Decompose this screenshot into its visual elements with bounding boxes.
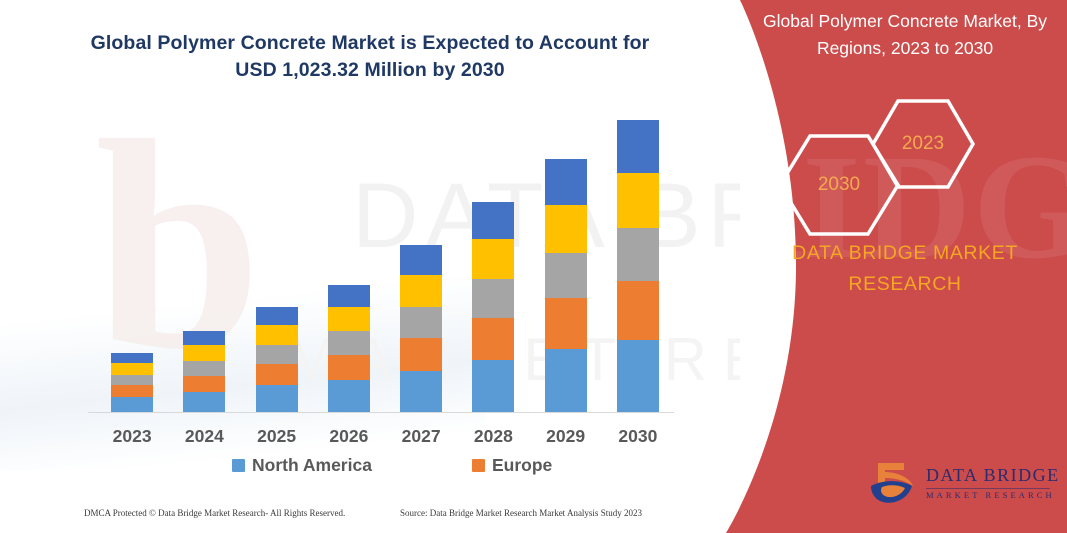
x-axis-label-2027: 2027 — [401, 426, 441, 446]
bar-2028 — [472, 201, 515, 412]
x-axis-label-2029: 2029 — [546, 426, 586, 446]
bar-segment-2029-europe — [544, 298, 587, 350]
bar-segment-2028-series-5 — [472, 201, 515, 239]
hexagon-2030-shape — [777, 134, 901, 236]
panel-brand-line-1: DATA BRIDGE MARKET — [792, 242, 1018, 264]
bar-segment-2026-north-america — [327, 380, 370, 412]
bar-2029 — [544, 159, 587, 412]
panel-content: RIDGE Global Polymer Concrete Market, By… — [692, 0, 1067, 533]
bar-segment-2023-series-3 — [111, 374, 154, 386]
panel-title: Global Polymer Concrete Market, By Regio… — [755, 8, 1055, 62]
x-axis-label-2025: 2025 — [257, 426, 297, 446]
legend-label: Europe — [492, 455, 553, 475]
bar-segment-2023-series-4 — [111, 363, 154, 375]
chart-title-line-2: USD 1,023.32 Million by 2030 — [235, 59, 505, 81]
bar-segment-2030-series-3 — [616, 228, 659, 282]
x-axis-labels: 2023 2024 2025 2026 2027 2028 2029 2030 — [96, 426, 674, 452]
legend-swatch-icon — [472, 459, 485, 472]
bar-series-group — [96, 120, 674, 412]
bar-segment-2027-series-5 — [400, 245, 443, 276]
x-axis-label-2026: 2026 — [329, 426, 369, 446]
legend-item-north-america: North America — [232, 455, 372, 476]
bar-2025 — [255, 306, 298, 412]
chart-title-line-1: Global Polymer Concrete Market is Expect… — [90, 32, 650, 54]
logo-divider — [926, 488, 1050, 489]
bar-segment-2026-series-3 — [327, 331, 370, 355]
panel-title-line-1: Global Polymer Concrete Market, By — [763, 11, 1047, 31]
bar-segment-2025-series-3 — [255, 345, 298, 365]
chart-legend: North America Europe — [96, 455, 674, 481]
logo-title: DATA BRIDGE — [926, 465, 1060, 485]
panel-background-shape — [726, 0, 1067, 533]
x-axis-label-2023: 2023 — [112, 426, 152, 446]
bar-segment-2023-europe — [111, 385, 154, 398]
bar-segment-2024-series-3 — [183, 361, 226, 376]
panel-title-line-2: Regions, 2023 to 2030 — [816, 38, 994, 58]
bar-segment-2028-europe — [472, 317, 515, 360]
bar-2027 — [400, 245, 443, 412]
data-bridge-logo: DATA BRIDGE MARKET RESEARCH — [868, 457, 1058, 513]
branding-panel: RIDGE Global Polymer Concrete Market, By… — [692, 0, 1067, 533]
bar-segment-2024-north-america — [183, 391, 226, 412]
bar-segment-2027-series-4 — [400, 275, 443, 307]
bar-segment-2025-north-america — [255, 385, 298, 412]
bar-segment-2025-europe — [255, 364, 298, 386]
footer-copyright: DMCA Protected © Data Bridge Market Rese… — [84, 508, 346, 518]
bar-segment-2028-north-america — [472, 359, 515, 412]
bar-segment-2024-europe — [183, 375, 226, 392]
bar-segment-2030-europe — [616, 281, 659, 340]
bar-segment-2023-series-5 — [111, 352, 154, 364]
bar-segment-2030-series-5 — [616, 120, 659, 174]
hexagon-2023-label: 2023 — [901, 133, 945, 154]
logo-b-mark-icon — [871, 463, 913, 503]
legend-swatch-icon — [232, 459, 245, 472]
bar-segment-2026-europe — [327, 354, 370, 381]
legend-label: North America — [252, 455, 372, 475]
x-axis-label-2030: 2030 — [618, 426, 658, 446]
chart-panel: b DATA BRIDGE MARKET RESEARCH Global Pol… — [0, 30, 740, 528]
bar-segment-2029-series-4 — [544, 204, 587, 253]
bar-segment-2029-north-america — [544, 349, 587, 412]
bar-segment-2027-series-3 — [400, 306, 443, 338]
x-axis-label-2028: 2028 — [473, 426, 513, 446]
bar-segment-2027-north-america — [400, 370, 443, 412]
footer-source: Source: Data Bridge Market Research Mark… — [400, 508, 642, 518]
bar-2030 — [616, 120, 659, 412]
legend-item-europe: Europe — [472, 455, 552, 476]
bar-segment-2029-series-5 — [544, 159, 587, 205]
bar-segment-2026-series-4 — [327, 306, 370, 332]
hexagon-group: 2023 2030 — [740, 96, 1060, 236]
hexagon-2030-label: 2030 — [817, 174, 861, 195]
x-axis-line — [88, 412, 674, 413]
bar-segment-2023-north-america — [111, 397, 154, 412]
panel-brand-line-2: RESEARCH — [848, 273, 962, 295]
bar-2023 — [111, 352, 154, 412]
chart-title: Global Polymer Concrete Market is Expect… — [60, 30, 680, 84]
bar-segment-2027-europe — [400, 337, 443, 371]
bar-segment-2030-series-4 — [616, 173, 659, 229]
bar-segment-2025-series-4 — [255, 324, 298, 346]
bar-segment-2030-north-america — [616, 339, 659, 412]
bar-segment-2024-series-5 — [183, 331, 226, 346]
bar-segment-2025-series-5 — [255, 306, 298, 325]
bar-segment-2026-series-5 — [327, 284, 370, 307]
bar-segment-2024-series-4 — [183, 345, 226, 362]
bar-segment-2028-series-4 — [472, 238, 515, 280]
x-axis-label-2024: 2024 — [184, 426, 224, 446]
bar-2026 — [327, 284, 370, 412]
hexagon-2030: 2030 — [775, 131, 903, 239]
bar-segment-2029-series-3 — [544, 252, 587, 299]
logo-subtitle: MARKET RESEARCH — [926, 490, 1055, 500]
panel-brand-name: DATA BRIDGE MARKET RESEARCH — [755, 238, 1055, 300]
chart-footer: DMCA Protected © Data Bridge Market Rese… — [0, 508, 740, 528]
bar-2024 — [183, 331, 226, 412]
bar-segment-2028-series-3 — [472, 279, 515, 318]
